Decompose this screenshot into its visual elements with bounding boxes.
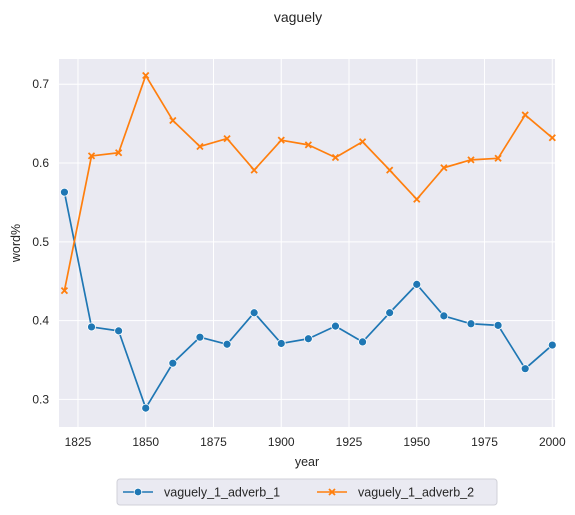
data-point [222,339,232,349]
data-point [358,337,367,347]
data-point [87,322,96,332]
data-point [249,308,259,318]
data-point [60,187,69,197]
data-point [547,340,557,350]
x-tick-label: 1950 [403,435,430,449]
x-tick-labels: 1825 1850 1875 1900 1925 1950 1975 2000 [65,435,566,449]
data-point [114,149,123,157]
data-point [385,308,395,318]
plot-area [59,59,555,427]
data-point [195,332,205,342]
x-tick-label: 1975 [471,435,498,449]
y-tick-label: 0.5 [32,235,49,249]
series-2 [60,71,556,295]
data-point [303,334,313,344]
data-point [142,71,150,80]
data-point [439,311,449,321]
data-point [141,403,151,413]
legend-box [116,478,498,506]
x-tick-label: 1925 [336,435,363,449]
data-point [521,111,529,119]
legend-marker-adverb-2 [328,488,336,496]
legend-label-adverb-2: vaguely_1_adverb_2 [358,486,474,500]
x-tick-label: 1900 [268,435,295,449]
y-tick-label: 0.4 [32,314,49,328]
y-tick-label: 0.3 [32,392,49,406]
data-point [493,320,503,330]
series-layer [60,71,557,413]
data-point [169,116,177,125]
y-tick-label: 0.7 [32,77,49,91]
legend: vaguely_1_adverb_1 vaguely_1_adverb_2 [116,478,498,506]
data-point [520,364,530,374]
data-point [168,358,178,368]
data-point [440,164,448,172]
data-point [331,153,340,162]
chart-title: vaguely [274,9,322,25]
data-point [60,287,69,295]
series-1 [60,187,557,413]
data-point [358,138,367,146]
legend-marker-adverb-1 [133,487,143,497]
data-point [87,152,96,160]
data-point [114,326,124,336]
data-point [250,166,258,174]
data-point [331,321,340,331]
y-axis-label: word% [9,224,23,263]
data-point [276,339,286,348]
data-point [466,319,476,329]
data-point [223,134,231,143]
data-point [196,142,204,151]
data-point [386,166,394,174]
x-axis-label: year [295,455,319,469]
x-tick-label: 1825 [65,435,92,449]
x-tick-label: 1850 [132,435,159,449]
data-point [413,195,421,203]
x-tick-label: 2000 [539,435,566,449]
y-tick-labels: 0.3 0.4 0.5 0.6 0.7 [32,77,49,406]
data-point [277,136,285,144]
data-point [304,141,312,149]
x-tick-label: 1875 [200,435,227,449]
data-point [412,279,422,289]
y-tick-label: 0.6 [32,156,49,170]
data-point [494,154,502,162]
data-point [467,156,475,164]
data-point [548,134,556,142]
legend-label-adverb-1: vaguely_1_adverb_1 [164,486,280,500]
